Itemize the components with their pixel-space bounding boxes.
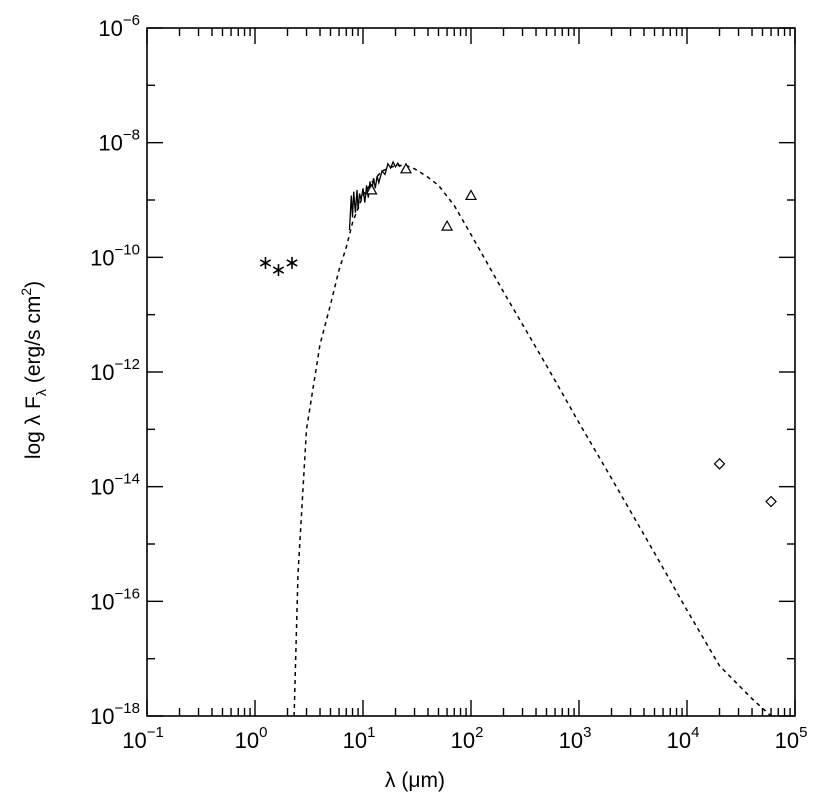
x-tick-label-base: 10 <box>775 728 799 753</box>
y-axis-label-sub: λ <box>33 389 49 396</box>
x-tick-label-base: 10 <box>667 728 691 753</box>
y-tick-label-exp: −12 <box>115 356 140 373</box>
y-tick-label-base: 10 <box>90 704 114 729</box>
y-tick-label: 10−8 <box>98 127 140 156</box>
y-tick-label-base: 10 <box>98 16 122 41</box>
triangle-point <box>441 219 454 231</box>
y-tick-label-exp: −10 <box>115 241 140 258</box>
y-axis-label-units-close: ) <box>22 281 45 288</box>
y-tick-label-base: 10 <box>98 131 122 156</box>
x-tick-label-exp: 5 <box>799 724 807 741</box>
y-tick-label: 10−14 <box>90 471 140 500</box>
x-tick-label-base: 10 <box>451 728 475 753</box>
y-axis-label-units: (erg/s cm <box>22 296 45 384</box>
y-tick-label: 10−12 <box>90 356 140 385</box>
y-tick-label-exp: −8 <box>123 127 140 144</box>
y-tick-label-exp: −14 <box>115 471 140 488</box>
x-tick-label: 10−1 <box>122 724 164 753</box>
y-tick-label: 10−10 <box>90 241 140 270</box>
y-tick-label: 10−6 <box>98 12 140 41</box>
model-curve <box>293 164 772 717</box>
triangle-point <box>464 189 478 201</box>
plot-marks <box>259 160 777 717</box>
star-stroke <box>259 259 272 267</box>
x-tick-label-exp: 3 <box>583 724 591 741</box>
y-tick-label-base: 10 <box>90 589 114 614</box>
x-tick-label-exp: 4 <box>691 724 699 741</box>
star-point <box>272 264 285 277</box>
x-tick-label: 100 <box>235 724 268 753</box>
y-tick-label-exp: −6 <box>123 12 140 29</box>
star-point <box>286 256 298 269</box>
x-tick-label: 101 <box>343 724 376 753</box>
x-axis-label: λ (μm) <box>385 769 445 792</box>
x-tick-label-exp: 0 <box>259 724 267 741</box>
y-tick-label-exp: −18 <box>115 700 140 717</box>
y-axis-label-units-sup: 2 <box>18 288 34 296</box>
x-tick-label-base: 10 <box>343 728 367 753</box>
star-stroke <box>272 266 285 274</box>
x-tick-label-exp: −1 <box>147 724 164 741</box>
x-tick-label: 105 <box>775 724 808 753</box>
x-tick-label: 104 <box>667 724 700 753</box>
triangle-point <box>399 162 412 174</box>
x-tick-labels: 10−1 100 101 102 103 104 105 <box>122 724 807 753</box>
y-axis-label-main: log λ F <box>22 396 45 459</box>
x-tick-label: 103 <box>559 724 592 753</box>
y-tick-label: 10−16 <box>90 585 140 614</box>
y-tick-label-base: 10 <box>90 475 114 500</box>
y-tick-label-base: 10 <box>90 245 114 270</box>
plot-frame <box>146 27 796 717</box>
axis-ticks <box>146 27 796 717</box>
y-tick-label: 10−18 <box>90 700 140 729</box>
x-tick-label-base: 10 <box>559 728 583 753</box>
diamond-point <box>765 495 777 508</box>
diamond-point <box>713 458 726 470</box>
triangle-point <box>365 183 378 195</box>
x-tick-label-base: 10 <box>122 728 146 753</box>
x-tick-label-exp: 2 <box>475 724 483 741</box>
ir-spectrum <box>348 160 401 231</box>
x-tick-label-base: 10 <box>235 728 259 753</box>
x-tick-label-exp: 1 <box>367 724 375 741</box>
star-stroke <box>286 259 298 267</box>
y-tick-label-exp: −16 <box>115 585 140 602</box>
y-axis-label: log λ Fλ (erg/s cm2) <box>18 281 49 459</box>
x-tick-label: 102 <box>451 724 484 753</box>
y-tick-label-base: 10 <box>90 360 114 385</box>
star-point <box>259 256 272 269</box>
